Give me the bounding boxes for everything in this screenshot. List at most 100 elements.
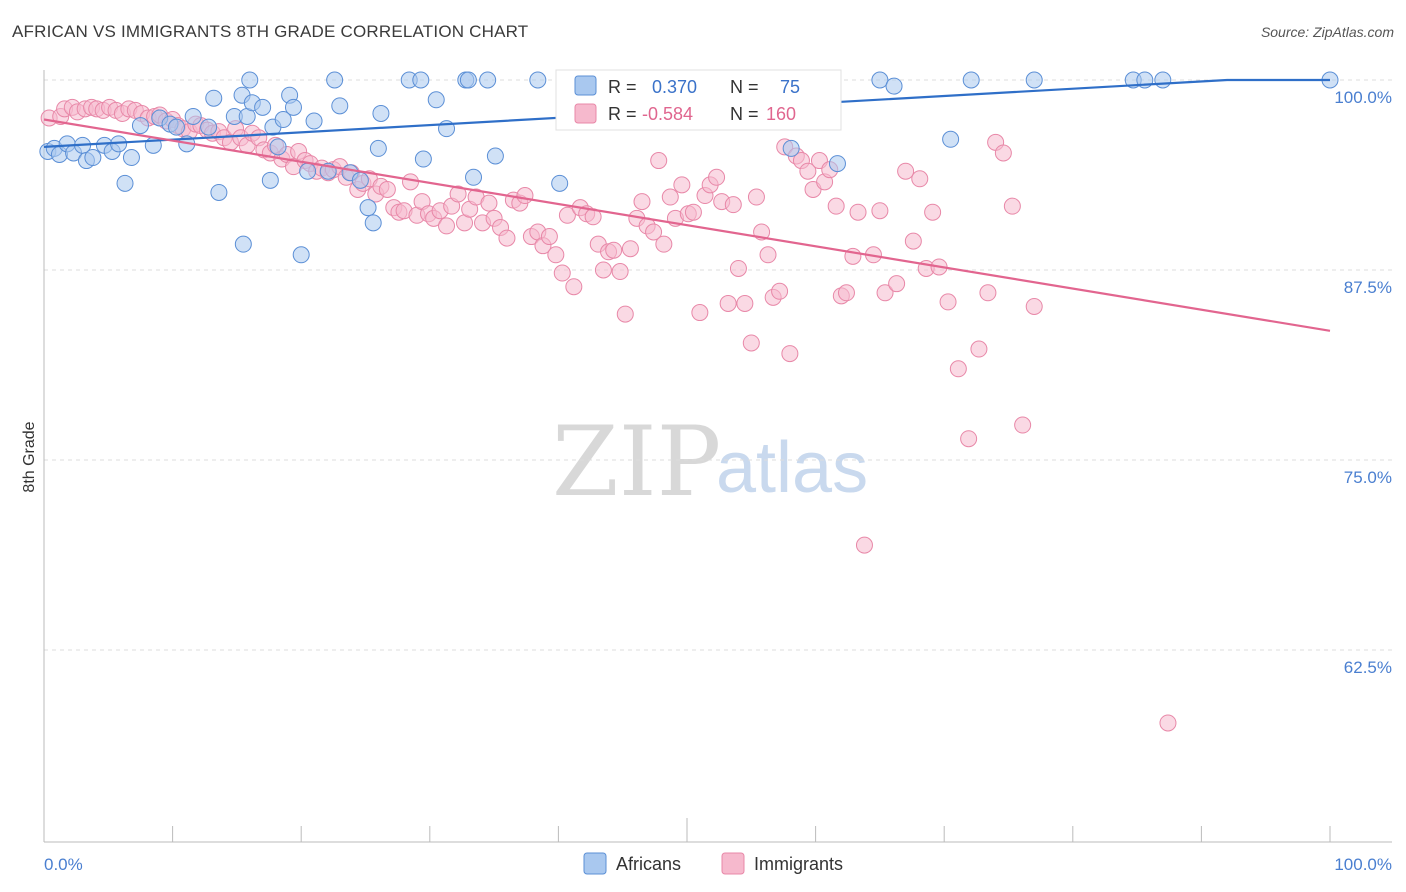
africans-r-value: 0.370 <box>652 77 697 97</box>
trend-lines <box>43 78 1331 332</box>
immigrants-point <box>924 203 942 221</box>
africans-point <box>465 168 483 186</box>
immigrants-point <box>661 188 679 206</box>
africans-n-value: 75 <box>780 77 800 97</box>
africans-point <box>459 71 477 89</box>
y-tick-label: 87.5% <box>1344 278 1392 297</box>
africans-point <box>261 171 279 189</box>
africans-stat-swatch <box>574 75 597 96</box>
immigrants-point <box>960 430 978 448</box>
africans-point <box>1154 71 1172 89</box>
africans-point <box>372 104 390 122</box>
africans-point <box>942 130 960 148</box>
africans-point <box>782 139 800 157</box>
africans-point <box>234 235 252 253</box>
africans-point <box>167 118 185 136</box>
africans-point <box>369 139 387 157</box>
immigrants-point <box>1014 416 1032 434</box>
gridlines <box>44 79 1392 651</box>
immigrants-point <box>827 197 845 215</box>
immigrants-point <box>621 240 639 258</box>
africans-points <box>39 71 1339 264</box>
immigrants-point <box>849 203 867 221</box>
immigrants-point <box>719 294 737 312</box>
immigrants-point <box>949 360 967 378</box>
immigrants-point <box>837 284 855 302</box>
africans-point <box>84 149 102 167</box>
immigrants-point <box>781 345 799 363</box>
immigrants-point <box>747 188 765 206</box>
immigrants-n-value: 160 <box>766 104 796 124</box>
immigrants-point <box>540 228 558 246</box>
y-tick-labels: 100.0% 87.5% 75.0% 62.5% <box>1334 88 1392 677</box>
immigrants-point <box>904 232 922 250</box>
immigrants-point <box>645 223 663 241</box>
immigrants-point <box>611 263 629 281</box>
immigrants-point <box>736 294 754 312</box>
x-tick-label-left: 0.0% <box>44 855 83 874</box>
africans-point <box>828 155 846 173</box>
immigrants-point <box>480 194 498 212</box>
immigrants-n-label: N = <box>730 104 759 124</box>
legend-label-africans: Africans <box>616 854 681 874</box>
africans-point <box>364 214 382 232</box>
africans-point <box>241 71 259 89</box>
stats-legend: R = 0.370 N = 75 R = -0.584 N = 160 <box>555 69 842 131</box>
watermark-atlas: atlas <box>716 428 868 508</box>
immigrants-r-value: -0.584 <box>642 104 693 124</box>
y-tick-label: 100.0% <box>1334 88 1392 107</box>
y-tick-label: 75.0% <box>1344 468 1392 487</box>
immigrants-point <box>378 180 396 198</box>
immigrants-point <box>633 193 651 211</box>
immigrants-point <box>729 259 747 277</box>
y-axis-title: 8th Grade <box>21 421 38 492</box>
africans-point <box>359 199 377 217</box>
immigrants-point <box>939 293 957 311</box>
africans-point <box>292 246 310 264</box>
x-tick-label-right: 100.0% <box>1334 855 1392 874</box>
africans-point <box>551 174 569 192</box>
immigrants-point <box>558 206 576 224</box>
immigrants-point <box>1159 714 1177 732</box>
immigrants-point <box>799 162 817 180</box>
africans-point <box>331 97 349 115</box>
africans-point <box>284 98 302 116</box>
immigrants-point <box>888 275 906 293</box>
immigrants-point <box>708 168 726 186</box>
immigrants-point <box>742 334 760 352</box>
africans-n-label: N = <box>730 77 759 97</box>
africans-point <box>529 71 547 89</box>
immigrants-point <box>616 305 634 323</box>
immigrants-trend-line <box>43 118 1331 332</box>
africans-point <box>351 171 369 189</box>
y-tick-label: 62.5% <box>1344 658 1392 677</box>
africans-point <box>274 111 292 129</box>
legend-swatch-immigrants <box>721 852 745 875</box>
africans-point <box>184 107 202 125</box>
immigrants-point <box>547 246 565 264</box>
immigrants-point <box>970 340 988 358</box>
africans-point <box>305 112 323 130</box>
stats-legend-box <box>555 69 842 131</box>
immigrants-point <box>994 144 1012 162</box>
africans-point <box>414 150 432 168</box>
immigrants-point <box>516 187 534 205</box>
immigrants-point <box>650 152 668 170</box>
africans-point <box>326 71 344 89</box>
africans-point <box>269 138 287 156</box>
africans-point <box>412 71 430 89</box>
africans-point <box>200 118 218 136</box>
legend-swatch-africans <box>583 852 607 875</box>
africans-point <box>486 147 504 165</box>
africans-point <box>962 71 980 89</box>
africans-point <box>254 98 272 116</box>
africans-point <box>1025 71 1043 89</box>
immigrants-point <box>855 536 873 554</box>
africans-point <box>885 77 903 95</box>
immigrants-point <box>402 173 420 191</box>
africans-point <box>122 149 140 167</box>
legend-label-immigrants: Immigrants <box>754 854 843 874</box>
immigrants-point <box>871 202 889 220</box>
immigrants-point <box>449 185 467 203</box>
x-axis-ticks <box>43 818 1331 842</box>
